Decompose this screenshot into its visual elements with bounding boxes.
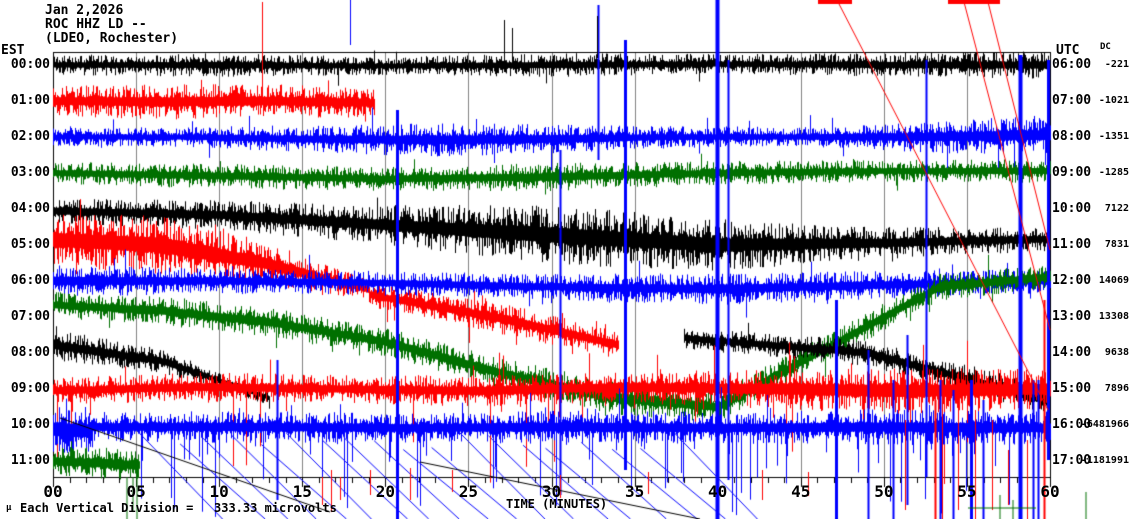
est-hour-label: 10:00: [10, 417, 50, 432]
est-hour-label: 00:00: [10, 57, 50, 72]
dc-value: 9638: [1104, 347, 1129, 358]
est-hour-label: 09:00: [10, 381, 50, 396]
scale-note-value: 333.33 microvolts: [214, 501, 337, 515]
dc-value: 7122: [1104, 203, 1129, 214]
x-tick-label: 00: [43, 482, 63, 501]
x-tick-label: 35: [624, 482, 645, 501]
x-tick-label: 20: [375, 482, 395, 501]
title-date: Jan 2,2026: [45, 3, 124, 18]
utc-hour-label: 15:00: [1052, 381, 1092, 396]
dc-value: 13308: [1098, 311, 1129, 322]
x-tick-label: 30: [541, 482, 562, 501]
utc-hour-label: 09:00: [1052, 165, 1092, 180]
utc-hour-label: 08:00: [1052, 129, 1092, 144]
dc-column-header: DC: [1100, 42, 1111, 52]
scale-note-caption: Each Vertical Division =: [20, 501, 194, 515]
footer-mu-glyph: μ: [6, 503, 12, 513]
title-location: (LDEO, Rochester): [45, 31, 179, 46]
x-tick-label: 05: [126, 482, 146, 501]
utc-hour-label: 06:00: [1052, 57, 1092, 72]
utc-hour-label: 13:00: [1052, 309, 1092, 324]
x-tick-label: 60: [1040, 482, 1060, 501]
est-hour-label: 11:00: [10, 453, 50, 468]
x-tick-label: 15: [292, 482, 312, 501]
est-hour-label: 01:00: [10, 93, 50, 108]
utc-hour-label: 07:00: [1052, 93, 1092, 108]
est-hour-label: 08:00: [10, 345, 50, 360]
utc-hour-label: 10:00: [1052, 201, 1092, 216]
dc-value: -6481966: [1080, 419, 1129, 430]
x-axis-title: TIME (MINUTES): [506, 497, 608, 511]
dc-value: -1181991: [1080, 455, 1129, 466]
dc-value: -1351: [1098, 131, 1129, 142]
dc-value: -221: [1104, 59, 1129, 70]
utc-hour-label: 14:00: [1052, 345, 1092, 360]
utc-hour-label: 17:00: [1052, 453, 1092, 468]
left-axis-timezone-label: EST: [1, 43, 25, 58]
dc-value: 7831: [1104, 239, 1129, 250]
est-hour-label: 04:00: [10, 201, 50, 216]
est-hour-label: 07:00: [10, 309, 50, 324]
title-station: ROC HHZ LD --: [45, 17, 147, 32]
est-hour-label: 05:00: [10, 237, 50, 252]
x-tick-label: 25: [458, 482, 479, 501]
est-hour-label: 02:00: [10, 129, 50, 144]
x-tick-label: 50: [874, 482, 894, 501]
right-axis-timezone-label: UTC: [1056, 43, 1080, 58]
x-tick-label: 40: [708, 482, 728, 501]
dc-value: 7896: [1104, 383, 1129, 394]
utc-hour-label: 11:00: [1052, 237, 1092, 252]
x-tick-label: 10: [209, 482, 229, 501]
dc-value: -1285: [1098, 167, 1129, 178]
utc-hour-label: 12:00: [1052, 273, 1092, 288]
utc-hour-label: 16:00: [1052, 417, 1092, 432]
dc-value: -1021: [1098, 95, 1129, 106]
dc-value: 14069: [1098, 275, 1129, 286]
x-tick-label: 45: [791, 482, 811, 501]
est-hour-label: 06:00: [10, 273, 50, 288]
x-tick-label: 55: [957, 482, 977, 501]
est-hour-label: 03:00: [10, 165, 50, 180]
